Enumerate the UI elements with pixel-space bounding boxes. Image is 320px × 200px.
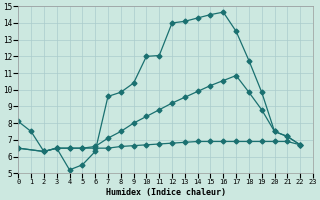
- X-axis label: Humidex (Indice chaleur): Humidex (Indice chaleur): [106, 188, 226, 197]
